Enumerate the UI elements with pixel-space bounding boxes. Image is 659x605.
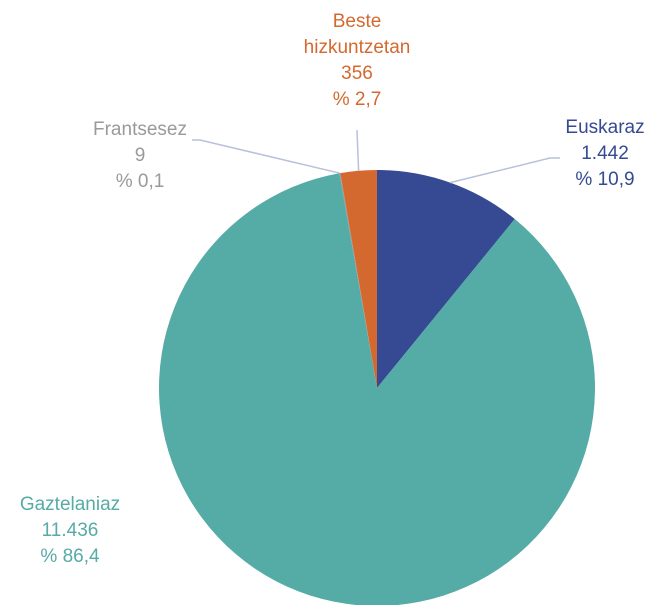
leader-line <box>356 129 360 171</box>
value-label: 1.442 <box>581 143 629 164</box>
slice-label: Beste hizkuntzetan 356 % 2,7 <box>290 9 425 113</box>
pie-slice <box>159 173 595 605</box>
percent-label: % 2,7 <box>332 89 382 110</box>
percent-label: % 86,4 <box>40 546 100 567</box>
slice-label: Frantsesez 9 % 0,1 <box>70 117 210 195</box>
category-name: Euskaraz <box>565 117 645 138</box>
value-label: 9 <box>134 145 146 166</box>
value-label: 11.436 <box>41 520 99 541</box>
category-name: Frantsesez <box>93 119 187 140</box>
category-name: Gaztelaniaz <box>19 494 121 515</box>
value-label: 356 <box>341 63 373 84</box>
pie-slice <box>377 170 515 388</box>
pie-slice <box>339 173 377 388</box>
slice-label: Gaztelaniaz 11.436 % 86,4 <box>0 492 150 570</box>
pie-slice <box>340 170 377 388</box>
leader-line <box>449 157 560 184</box>
leader-line <box>192 139 341 174</box>
slice-label: Euskaraz 1.442 % 10,9 <box>535 115 659 193</box>
percent-label: % 0,1 <box>115 171 165 192</box>
category-name: Beste hizkuntzetan <box>303 11 411 58</box>
percent-label: % 10,9 <box>575 169 635 190</box>
